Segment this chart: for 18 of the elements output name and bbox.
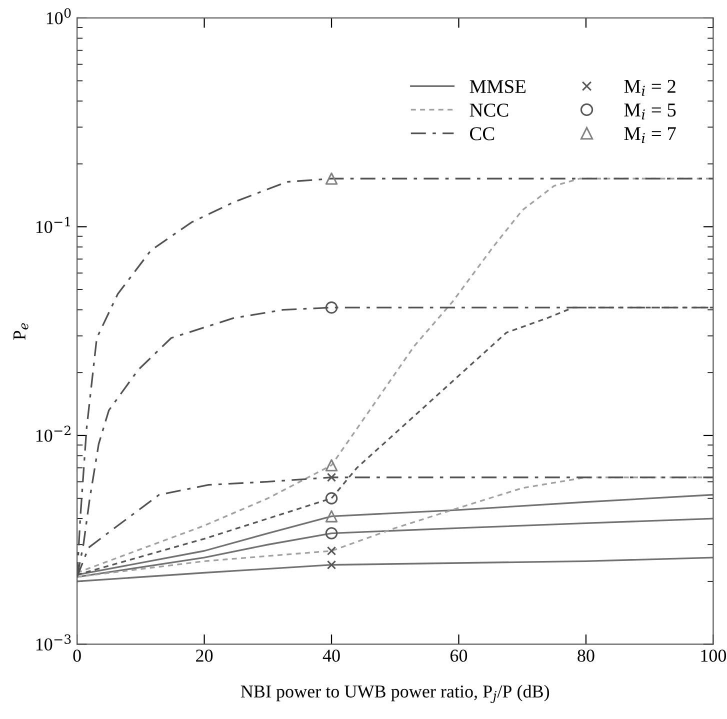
legend-label: M$_{i}$ = 7 bbox=[624, 127, 676, 144]
legend-label: NCC bbox=[470, 104, 508, 117]
x-tick-label: 20 bbox=[196, 650, 213, 662]
x-tick-label: 80 bbox=[578, 650, 594, 662]
y-tick-label: 10$^{−2}$ bbox=[36, 426, 70, 442]
x-tick-label: 60 bbox=[450, 650, 468, 662]
legend-label: M$_{i}$ = 5 bbox=[624, 104, 676, 120]
x-tick-label: 40 bbox=[322, 650, 340, 662]
legend-label: MMSE bbox=[470, 80, 526, 94]
y-tick-label: 10$^{−1}$ bbox=[36, 216, 70, 234]
y-tick-label: 10$^{−3}$ bbox=[36, 634, 71, 651]
y-axis-title: P$_{e}$ bbox=[14, 323, 28, 340]
y-tick-label: 10$^{0}$ bbox=[46, 8, 71, 24]
legend-label: M$_{i}$ = 2 bbox=[624, 80, 676, 96]
x-tick-label: 0 bbox=[73, 650, 81, 662]
x-tick-label: 100 bbox=[701, 650, 726, 662]
x-axis-title: NBI power to UWB power ratio, P$_{j}$/P (dB) bbox=[240, 684, 550, 704]
legend-label: CC bbox=[470, 127, 494, 140]
